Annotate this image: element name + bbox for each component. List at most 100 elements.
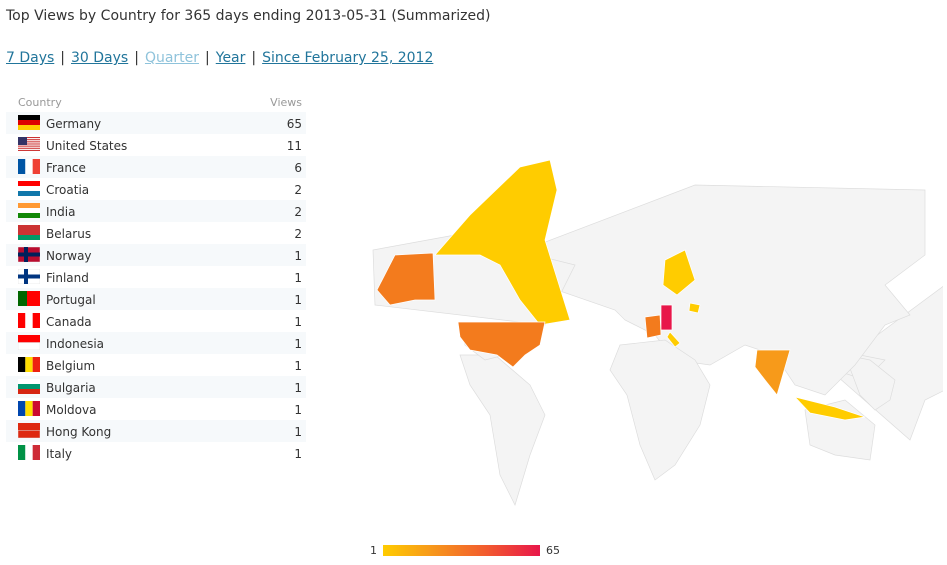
greenland-area [829, 286, 943, 441]
country-name: Moldova [46, 403, 97, 417]
separator: | [251, 50, 257, 66]
view-count: 1 [294, 359, 302, 373]
legend-max: 65 [546, 544, 560, 557]
table-row: Indonesia 1 [6, 332, 306, 354]
view-count: 1 [294, 425, 302, 439]
india [754, 349, 791, 396]
country-name: Belgium [46, 359, 96, 373]
land [844, 354, 896, 411]
legend-min: 1 [370, 544, 377, 557]
flag-icon [18, 423, 40, 438]
country-name: Croatia [46, 183, 90, 197]
view-count: 1 [294, 315, 302, 329]
view-count: 1 [294, 403, 302, 417]
africa [609, 339, 711, 481]
country-name: Indonesia [46, 337, 105, 351]
view-count: 1 [294, 381, 302, 395]
flag-icon [18, 137, 40, 151]
page-title: Top Views by Country for 365 days ending… [6, 8, 491, 24]
table-row: Hong Kong 1 [6, 420, 306, 442]
separator: | [134, 50, 139, 66]
country-name: Germany [46, 117, 102, 131]
country-name: Portugal [46, 293, 96, 307]
table-row: Finland 1 [6, 266, 306, 288]
table-row: Belgium 1 [6, 354, 306, 376]
country-name: Hong Kong [46, 425, 112, 439]
flag-icon [18, 203, 40, 218]
view-count: 11 [286, 139, 302, 153]
italy [666, 331, 681, 348]
flag-icon [18, 445, 40, 460]
country-name: Belarus [46, 227, 92, 241]
alaska [376, 252, 436, 306]
view-count: 1 [294, 249, 302, 263]
flag-icon [18, 313, 40, 328]
country-name: Bulgaria [46, 381, 96, 395]
column-header: Views [270, 96, 302, 109]
belarus [688, 302, 701, 314]
view-count: 1 [294, 271, 302, 285]
table-row: Belarus 2 [6, 222, 306, 244]
separator: | [205, 50, 210, 66]
indonesia [793, 396, 866, 421]
flag-icon [18, 291, 40, 306]
nav-link[interactable]: 30 Days [71, 50, 129, 66]
nav-link[interactable]: Quarter [144, 50, 200, 66]
table-row: Moldova 1 [6, 398, 306, 420]
flag-icon [18, 181, 40, 196]
view-count: 1 [294, 337, 302, 351]
country-name: Canada [46, 315, 92, 329]
eurasia [483, 184, 926, 396]
flag-icon [18, 225, 40, 240]
table-row: Bulgaria 1 [6, 376, 306, 398]
view-count: 2 [294, 227, 302, 241]
separator: | [60, 50, 66, 66]
flag-icon [18, 115, 40, 130]
period-nav: 7 Days | 30 Days | Quarter | Year | Since Februa… [6, 50, 433, 66]
view-count: 2 [294, 183, 302, 197]
column-header: Country [18, 96, 62, 109]
view-count: 1 [294, 447, 302, 461]
flag-icon [18, 247, 40, 262]
country-name: India [46, 205, 76, 219]
table-row: India 2 [6, 200, 306, 222]
norway-finland [662, 249, 696, 296]
legend-scale [383, 545, 540, 556]
view-count: 2 [294, 205, 302, 219]
nav-link[interactable]: 7 Days [6, 50, 55, 66]
flag-icon [18, 379, 40, 394]
table-row: France 6 [6, 156, 306, 178]
table-header: Country Views [6, 96, 306, 112]
country-name: United States [46, 139, 128, 153]
flag-icon [18, 401, 40, 416]
table-row: United States 11 [6, 134, 306, 156]
flag-icon [18, 335, 40, 350]
legend: 1 65 [370, 544, 560, 557]
germany [660, 304, 673, 331]
table-row: Italy 1 [6, 442, 306, 464]
view-count: 1 [294, 293, 302, 307]
world-map [372, 159, 943, 506]
canada [434, 159, 571, 326]
table-row: Portugal 1 [6, 288, 306, 310]
view-count: 65 [286, 117, 302, 131]
country-table: Country Views Germany 65 United States 11 Fr… [6, 96, 306, 464]
nav-link[interactable]: Since February 25, 2012 [262, 50, 434, 66]
table-row: Norway 1 [6, 244, 306, 266]
nav-link[interactable]: Year [215, 50, 246, 66]
table-row: Croatia 2 [6, 178, 306, 200]
flag-icon [18, 357, 40, 372]
table-row: Germany 65 [6, 112, 306, 134]
flag-icon [18, 159, 40, 174]
country-name: Finland [46, 271, 89, 285]
table-row: Canada 1 [6, 310, 306, 332]
south-america [459, 354, 546, 506]
country-name: Italy [46, 447, 73, 461]
flag-icon [18, 269, 40, 284]
country-name: Norway [46, 249, 92, 263]
country-name: France [46, 161, 86, 175]
view-count: 6 [294, 161, 302, 175]
france [644, 314, 662, 339]
united-states [457, 321, 546, 368]
